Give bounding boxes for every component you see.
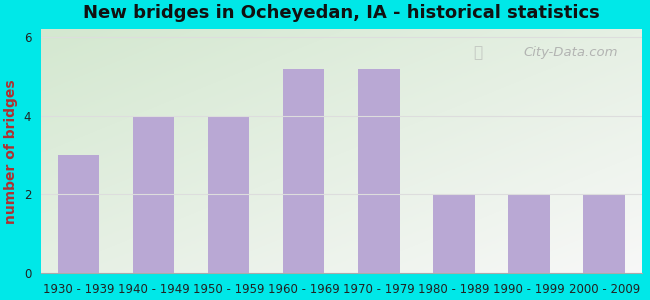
Title: New bridges in Ocheyedan, IA - historical statistics: New bridges in Ocheyedan, IA - historica… [83,4,600,22]
Bar [208,116,250,273]
Bar [584,194,625,273]
Text: ⓘ: ⓘ [473,45,482,60]
Bar [434,194,474,273]
Bar [283,69,324,273]
Bar [358,69,400,273]
Y-axis label: number of bridges: number of bridges [4,79,18,224]
Bar [133,116,174,273]
Bar [58,155,99,273]
Text: City-Data.com: City-Data.com [523,46,618,59]
Bar [508,194,550,273]
